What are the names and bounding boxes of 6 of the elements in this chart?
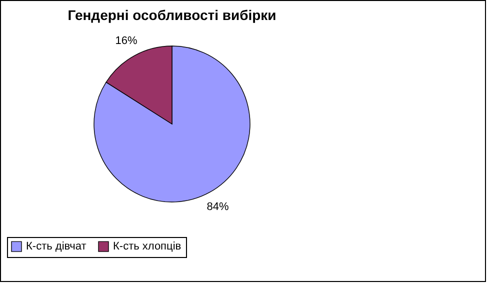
chart-title: Гендерні особливості вибірки — [68, 7, 276, 23]
data-label: 16% — [115, 34, 138, 47]
legend-label: К-сть хлопців — [113, 240, 182, 253]
legend-label: К-сть дівчат — [26, 240, 86, 253]
pie-slice — [94, 46, 250, 202]
data-label: 84% — [206, 201, 229, 214]
